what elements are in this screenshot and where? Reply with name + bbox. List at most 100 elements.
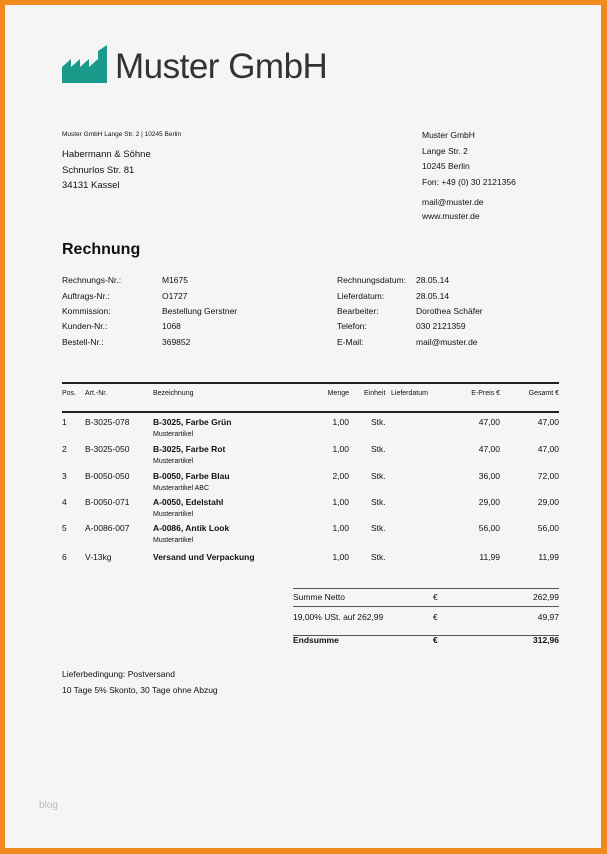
cell-menge: 1,00	[332, 552, 349, 562]
meta-label: Telefon:	[337, 321, 367, 331]
totals-rule	[293, 635, 559, 636]
header-art: Art.-Nr.	[85, 390, 108, 397]
recipient-line: Schnurlos Str. 81	[62, 164, 135, 176]
total-label: Endsumme	[293, 635, 339, 645]
meta-label: Bearbeiter:	[337, 306, 379, 316]
footer-line: Lieferbedingung: Postversand	[62, 669, 175, 679]
cell-sub: Musterartikel	[153, 431, 194, 438]
meta-label: Rechnungs-Nr.:	[62, 275, 122, 285]
cell-art: B-0050-071	[85, 497, 130, 507]
cell-sub: Musterartikel	[153, 537, 194, 544]
cell-menge: 2,00	[332, 471, 349, 481]
sender-line: Muster GmbH Lange Str. 2 | 10245 Berlin	[62, 131, 182, 138]
company-contact: mail@muster.de	[422, 197, 484, 207]
meta-value: 28.05.14	[416, 291, 450, 301]
total-value: 312,96	[533, 635, 559, 645]
total-currency: €	[433, 635, 438, 645]
cell-bez: B-3025, Farbe Rot	[153, 444, 226, 454]
total-label: Summe Netto	[293, 592, 345, 602]
cell-gesamt: 72,00	[537, 471, 559, 481]
meta-label: Kommission:	[62, 306, 111, 316]
cell-pos: 3	[62, 471, 67, 481]
cell-art: V-13kg	[85, 552, 112, 562]
header-epreis: E-Preis €	[471, 390, 500, 397]
total-label: 19,00% USt. auf 262,99	[293, 612, 384, 622]
cell-art: B-3025-050	[85, 444, 130, 454]
company-line: 10245 Berlin	[422, 161, 470, 171]
cell-epreis: 29,00	[478, 497, 500, 507]
company-logo-text: Muster GmbH	[115, 47, 328, 86]
cell-epreis: 47,00	[478, 417, 500, 427]
total-currency: €	[433, 612, 438, 622]
cell-pos: 6	[62, 552, 67, 562]
total-currency: €	[433, 592, 438, 602]
header-einheit: Einheit	[364, 390, 386, 397]
cell-einheit: Stk.	[371, 471, 386, 481]
meta-value: Dorothea Schäfer	[416, 306, 483, 316]
cell-pos: 5	[62, 523, 67, 533]
cell-epreis: 56,00	[478, 523, 500, 533]
cell-epreis: 11,99	[479, 552, 500, 562]
cell-einheit: Stk.	[371, 444, 386, 454]
meta-value: 1068	[162, 321, 181, 331]
cell-sub: Musterartikel	[153, 458, 194, 465]
meta-value: 369852	[162, 337, 191, 347]
cell-art: B-0050-050	[85, 471, 130, 481]
meta-label: Rechnungsdatum:	[337, 275, 406, 285]
meta-label: Auftrags-Nr.:	[62, 291, 110, 301]
cell-gesamt: 29,00	[537, 497, 559, 507]
cell-gesamt: 47,00	[537, 444, 559, 454]
cell-art: B-3025-078	[85, 417, 130, 427]
meta-label: Kunden-Nr.:	[62, 321, 108, 331]
cell-einheit: Stk.	[371, 523, 386, 533]
total-value: 262,99	[533, 592, 559, 602]
watermark: blog	[39, 800, 58, 811]
footer-line: 10 Tage 5% Skonto, 30 Tage ohne Abzug	[62, 684, 218, 695]
cell-menge: 1,00	[332, 444, 349, 454]
cell-bez: Versand und Verpackung	[153, 552, 255, 562]
cell-epreis: 36,00	[478, 471, 500, 481]
cell-gesamt: 47,00	[537, 417, 559, 427]
company-line: Lange Str. 2	[422, 145, 468, 156]
table-top-rule	[62, 382, 559, 384]
meta-value: mail@muster.de	[416, 337, 478, 347]
cell-bez: B-3025, Farbe Grün	[153, 417, 232, 427]
cell-pos: 1	[62, 417, 67, 427]
meta-value: 28.05.14	[416, 275, 450, 285]
meta-value: 030 2121359	[416, 321, 466, 331]
cell-bez: A-0050, Edelstahl	[153, 497, 224, 507]
factory-logo-icon	[62, 45, 107, 83]
cell-menge: 1,00	[332, 523, 349, 533]
table-header-rule	[62, 411, 559, 413]
cell-pos: 4	[62, 497, 67, 507]
cell-menge: 1,00	[332, 497, 349, 507]
totals-rule	[293, 588, 559, 589]
cell-menge: 1,00	[332, 417, 349, 427]
header-menge: Menge	[327, 390, 349, 397]
cell-art: A-0086-007	[85, 523, 130, 533]
cell-einheit: Stk.	[371, 497, 386, 507]
meta-label: E-Mail:	[337, 337, 364, 347]
header-gesamt: Gesamt €	[528, 390, 559, 397]
total-value: 49,97	[537, 612, 559, 622]
cell-sub: Musterartikel ABC	[153, 485, 210, 492]
cell-bez: A-0086, Antik Look	[153, 523, 230, 533]
cell-bez: B-0050, Farbe Blau	[153, 471, 230, 481]
header-lieferdatum: Lieferdatum	[391, 390, 428, 397]
company-contact: www.muster.de	[422, 211, 480, 221]
company-line: Fon: +49 (0) 30 2121356	[422, 176, 516, 187]
cell-gesamt: 56,00	[537, 523, 559, 533]
company-line: Muster GmbH	[422, 130, 475, 140]
recipient-line: 34131 Kassel	[62, 180, 120, 191]
cell-einheit: Stk.	[371, 552, 386, 562]
recipient-line: Habermann & Söhne	[62, 149, 151, 160]
meta-value: O1727	[162, 291, 188, 301]
meta-label: Lieferdatum:	[337, 291, 385, 301]
header-pos: Pos.	[62, 390, 77, 397]
invoice-page: Muster GmbH Muster GmbH Lange Str. 2 | 1…	[5, 5, 601, 848]
cell-epreis: 47,00	[478, 444, 500, 454]
meta-label: Bestell-Nr.:	[62, 337, 104, 347]
header-bez: Bezeichnung	[153, 390, 194, 397]
meta-value: M1675	[162, 275, 188, 285]
cell-sub: Musterartikel	[153, 511, 194, 518]
